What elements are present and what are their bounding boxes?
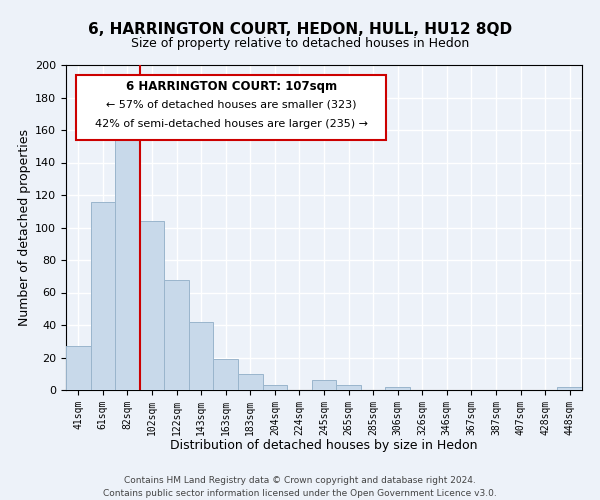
Bar — [140, 221, 164, 390]
Bar — [115, 124, 140, 390]
Bar — [557, 387, 582, 390]
X-axis label: Distribution of detached houses by size in Hedon: Distribution of detached houses by size … — [170, 439, 478, 452]
Bar — [189, 322, 214, 390]
Y-axis label: Number of detached properties: Number of detached properties — [18, 129, 31, 326]
Bar — [91, 202, 115, 390]
FancyBboxPatch shape — [76, 74, 386, 140]
Bar — [385, 387, 410, 390]
Text: 6, HARRINGTON COURT, HEDON, HULL, HU12 8QD: 6, HARRINGTON COURT, HEDON, HULL, HU12 8… — [88, 22, 512, 38]
Bar — [336, 385, 361, 390]
Bar — [238, 374, 263, 390]
Bar — [263, 385, 287, 390]
Text: Contains HM Land Registry data © Crown copyright and database right 2024.
Contai: Contains HM Land Registry data © Crown c… — [103, 476, 497, 498]
Bar — [66, 346, 91, 390]
Text: 42% of semi-detached houses are larger (235) →: 42% of semi-detached houses are larger (… — [95, 118, 368, 128]
Bar — [214, 359, 238, 390]
Bar — [164, 280, 189, 390]
Text: ← 57% of detached houses are smaller (323): ← 57% of detached houses are smaller (32… — [106, 99, 356, 109]
Text: Size of property relative to detached houses in Hedon: Size of property relative to detached ho… — [131, 38, 469, 51]
Bar — [312, 380, 336, 390]
Text: 6 HARRINGTON COURT: 107sqm: 6 HARRINGTON COURT: 107sqm — [125, 80, 337, 92]
